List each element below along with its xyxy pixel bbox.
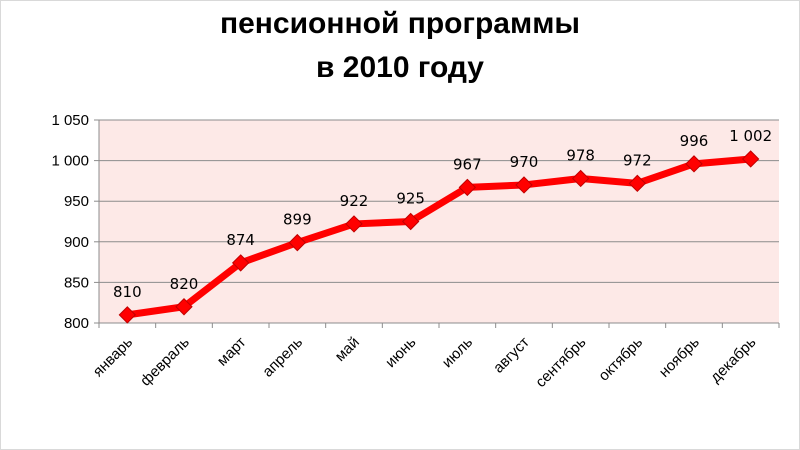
x-tick-label: февраль (137, 334, 193, 390)
data-label: 996 (680, 132, 709, 150)
data-label: 810 (113, 283, 142, 301)
y-tick-label: 950 (64, 193, 89, 210)
data-point-marker (458, 178, 477, 197)
data-label: 925 (396, 190, 425, 208)
data-label: 874 (226, 231, 255, 249)
data-point-marker (685, 155, 703, 173)
x-tick-label: июль (439, 334, 477, 372)
data-label: 899 (283, 211, 312, 229)
x-tick-label: март (214, 334, 250, 370)
y-tick-label: 1 050 (51, 112, 89, 129)
x-tick-label: сентябрь (532, 334, 589, 391)
y-tick-label: 800 (64, 315, 89, 332)
data-point-marker (288, 233, 307, 252)
data-point-marker (401, 212, 420, 231)
chart-title: пенсионной программы в 2010 году (0, 2, 800, 90)
data-label: 820 (170, 275, 199, 293)
data-label: 978 (566, 146, 595, 164)
series-line (123, 155, 755, 319)
y-tick-label: 850 (64, 274, 89, 291)
y-tick-label: 900 (64, 234, 89, 251)
data-point-marker (571, 169, 590, 188)
x-tick-label: май (332, 334, 363, 365)
data-point-marker (628, 174, 647, 193)
x-axis: январь февраль март апрель май июнь июль август… (90, 322, 780, 391)
data-label: 922 (340, 192, 369, 210)
series (118, 150, 760, 324)
x-tick-label: ноябрь (656, 334, 703, 381)
x-tick-label: август (490, 334, 533, 377)
x-tick-label: июнь (382, 334, 419, 371)
data-labels: 810 820 874 899 922 925 967 970 978 972 996 1 002 (113, 127, 772, 301)
y-axis: 800 850 900 950 1 000 1 050 (51, 112, 100, 332)
data-label: 1 002 (729, 127, 772, 145)
x-tick-label: январь (90, 334, 137, 381)
data-label: 970 (510, 153, 539, 171)
data-point-marker (741, 150, 760, 168)
data-point-marker (175, 298, 193, 316)
data-point-marker (515, 176, 533, 194)
data-point-marker (231, 254, 250, 272)
x-tick-label: декабрь (707, 334, 760, 387)
data-point-marker (118, 306, 137, 324)
data-point-marker (345, 215, 363, 233)
chart-title-line-1: пенсионной программы (220, 7, 580, 40)
x-tick-label: апрель (259, 334, 306, 381)
y-tick-label: 1 000 (51, 153, 89, 170)
chart-title-line-2: в 2010 году (316, 51, 484, 84)
data-label: 967 (453, 155, 482, 173)
x-tick-label: октябрь (595, 334, 646, 385)
data-label: 972 (623, 151, 652, 169)
